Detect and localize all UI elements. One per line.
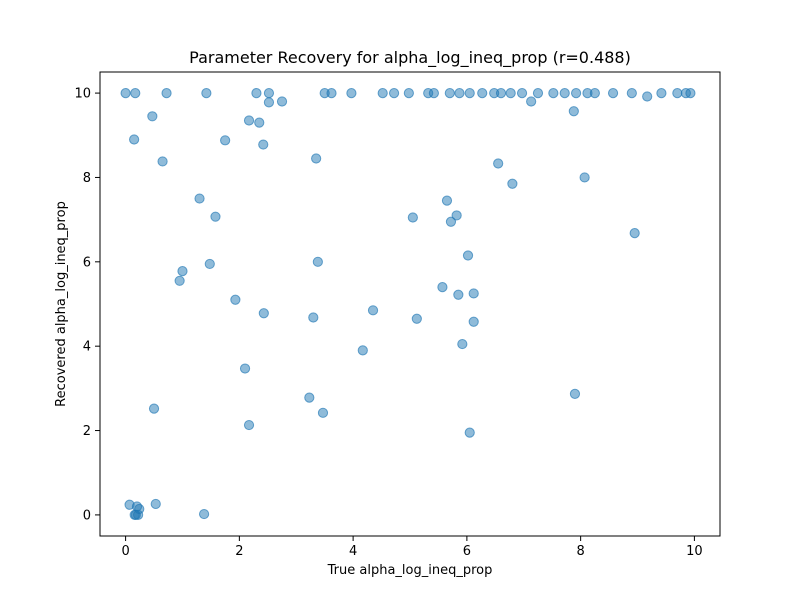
x-tick-label: 4 — [349, 544, 357, 559]
y-tick-label: 6 — [83, 255, 91, 270]
data-point — [367, 305, 379, 316]
data-point — [276, 96, 288, 107]
data-point — [505, 87, 516, 99]
data-point — [468, 316, 479, 327]
data-point — [198, 508, 210, 520]
data-point — [346, 87, 357, 99]
data-point — [569, 388, 581, 399]
data-point — [312, 256, 323, 267]
y-tick-label: 4 — [83, 340, 91, 355]
data-point — [130, 87, 141, 99]
x-tick-label: 0 — [121, 544, 129, 559]
data-point — [589, 87, 600, 99]
data-point — [147, 111, 158, 122]
data-point — [532, 87, 544, 99]
data-point — [579, 172, 590, 183]
data-point — [568, 106, 579, 117]
data-point — [148, 403, 160, 414]
data-point — [411, 313, 422, 324]
data-point — [672, 87, 683, 99]
data-point — [311, 153, 322, 164]
data-point — [254, 117, 265, 128]
data-point — [441, 195, 453, 206]
x-axis-label: True alpha_log_ineq_prop — [327, 563, 493, 578]
data-point — [629, 228, 640, 239]
data-point — [129, 509, 140, 521]
data-point — [457, 338, 468, 350]
x-axis: 0 2 4 6 8 10 — [121, 536, 703, 559]
data-point — [656, 87, 667, 99]
data-point — [444, 87, 455, 99]
chart-title: Parameter Recovery for alpha_log_ineq_pr… — [189, 48, 631, 68]
y-tick-label: 2 — [83, 424, 91, 439]
y-tick-label: 10 — [74, 87, 91, 102]
data-point — [204, 258, 215, 270]
data-point — [685, 87, 696, 99]
data-point — [526, 96, 537, 107]
x-tick-label: 10 — [686, 544, 703, 559]
data-point — [210, 211, 221, 222]
data-point — [428, 87, 439, 99]
data-point — [607, 87, 619, 99]
data-point — [477, 87, 488, 99]
data-point — [570, 87, 582, 99]
y-tick-label: 0 — [83, 508, 91, 523]
x-tick-label: 8 — [577, 544, 585, 559]
data-point — [194, 193, 205, 204]
data-point — [258, 308, 269, 319]
data-point — [357, 345, 368, 356]
points-layer — [120, 87, 696, 521]
data-point — [437, 282, 448, 293]
data-point — [304, 392, 315, 403]
data-point — [559, 87, 570, 99]
y-axis: 0 2 4 6 8 10 — [74, 87, 100, 523]
data-point — [548, 87, 559, 99]
data-point — [451, 210, 462, 221]
data-point — [263, 87, 275, 99]
data-point — [161, 87, 172, 99]
data-point — [468, 288, 479, 299]
data-point — [258, 139, 269, 150]
data-point — [495, 87, 507, 99]
data-point — [251, 87, 262, 99]
data-point — [317, 407, 329, 418]
data-point — [454, 87, 465, 99]
data-point — [308, 312, 319, 323]
data-point — [516, 87, 528, 99]
data-point — [150, 498, 161, 510]
data-point — [239, 363, 251, 374]
data-point — [493, 158, 504, 169]
data-point — [642, 91, 653, 102]
data-point — [403, 87, 414, 99]
data-point — [177, 265, 188, 277]
data-point — [243, 115, 255, 126]
data-point — [230, 294, 241, 305]
data-point — [626, 87, 637, 99]
data-point — [407, 212, 418, 223]
data-point — [120, 87, 131, 99]
data-point — [445, 216, 457, 227]
data-point — [263, 97, 275, 108]
x-tick-label: 2 — [235, 544, 243, 559]
data-point — [464, 427, 475, 438]
y-tick-label: 8 — [83, 171, 91, 186]
data-point — [507, 178, 518, 189]
data-point — [243, 419, 255, 431]
plot-frame — [99, 71, 721, 537]
data-point — [377, 87, 388, 99]
data-point — [462, 250, 474, 261]
data-point — [326, 87, 337, 99]
data-point — [220, 135, 231, 146]
y-axis-label: Recovered alpha_log_ineq_prop — [54, 201, 69, 407]
data-point — [129, 134, 140, 145]
x-tick-label: 6 — [463, 544, 471, 559]
data-point — [464, 87, 475, 99]
data-point — [453, 289, 464, 300]
data-point — [201, 87, 212, 99]
data-point — [174, 275, 185, 286]
data-point — [388, 87, 400, 99]
data-point — [157, 156, 168, 167]
